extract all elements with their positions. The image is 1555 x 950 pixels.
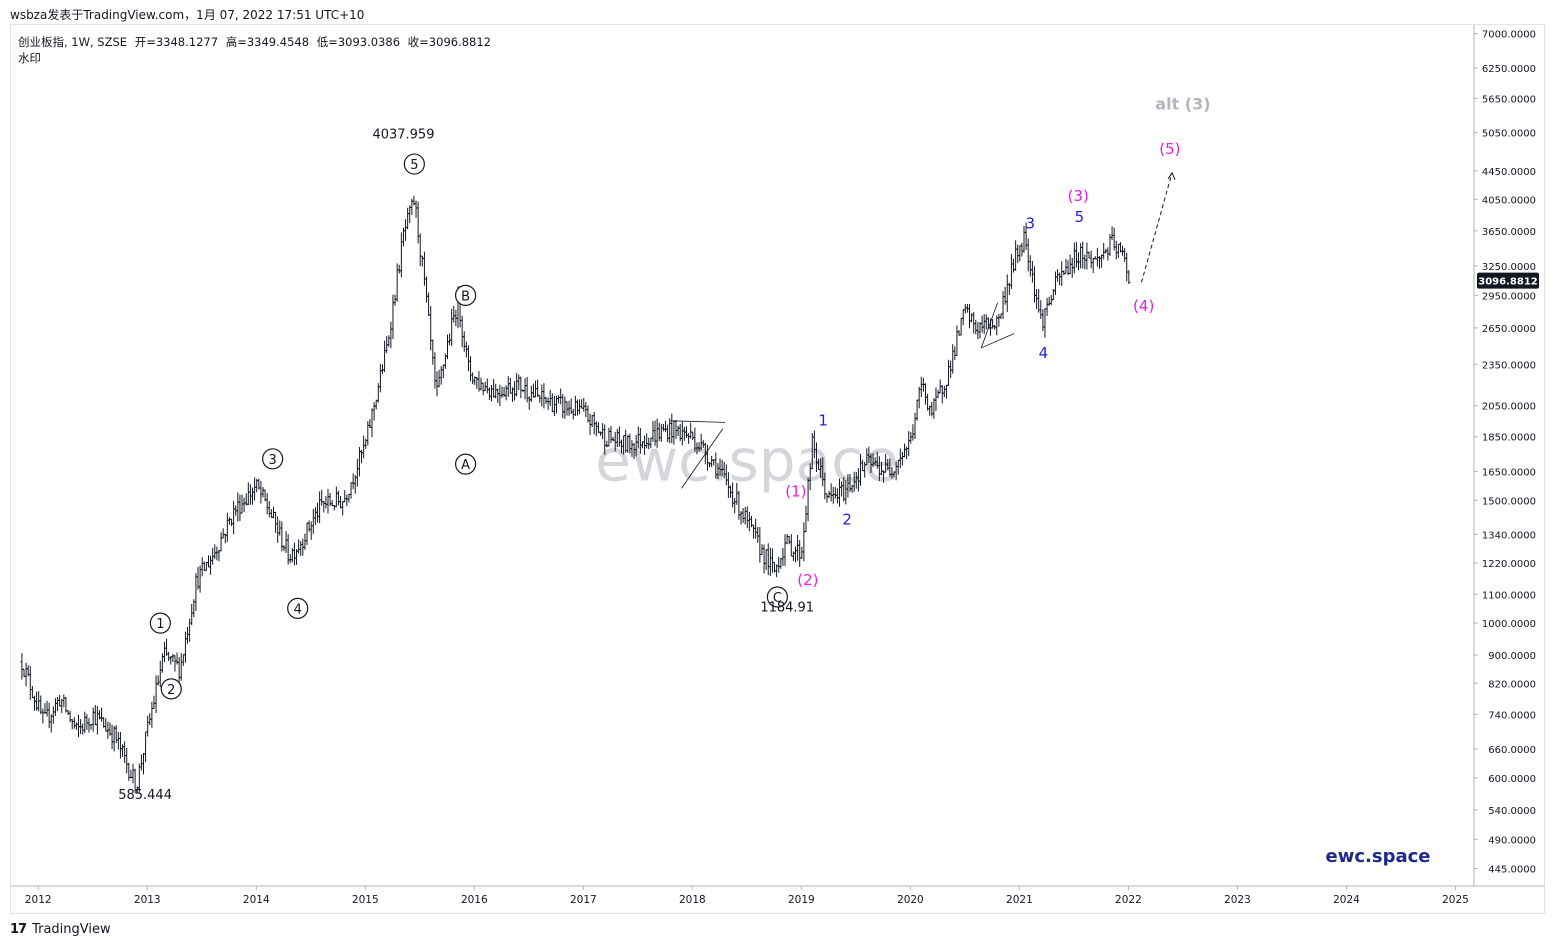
intermediate-wave-4: (5) xyxy=(1159,140,1180,158)
close-value: 收=3096.8812 xyxy=(407,35,491,49)
wave-circle-C xyxy=(766,586,788,608)
footer-brand[interactable]: TradingView xyxy=(32,922,111,937)
wave-label-4: 4 xyxy=(294,602,302,617)
intermediate-wave-1: (2) xyxy=(797,571,818,589)
minor-wave-2: 2 xyxy=(842,510,852,528)
footer: 17 TradingView xyxy=(10,922,111,937)
time-axis: 2012 2013 2014 2015 2016 2017 2018 2019 2020 2021… xyxy=(11,885,1545,906)
symbol-legend: 创业板指, 1W, SZSE 开=3348.1277 高=3349.4548 低… xyxy=(18,34,495,66)
time-tick-label: 2021 xyxy=(1006,894,1033,906)
price-tick-label: 2350.0000 xyxy=(1482,360,1536,371)
trendline xyxy=(981,333,1015,349)
price-tick-label: 4450.0000 xyxy=(1482,167,1536,178)
trendline xyxy=(980,302,998,349)
projection-arrow xyxy=(1141,172,1173,283)
price-tick-label: 1650.0000 xyxy=(1482,467,1536,478)
minor-wave-5: 5 xyxy=(1075,208,1085,226)
wave-label-A: A xyxy=(461,458,470,473)
high-price-label: 4037.959 xyxy=(372,128,434,143)
price-tick-label: 1500.0000 xyxy=(1482,496,1536,507)
price-tick-label: 740.0000 xyxy=(1488,710,1536,721)
price-tick-label: 900.0000 xyxy=(1488,651,1536,662)
wave-label-3: 3 xyxy=(268,453,276,468)
price-tick-label: 820.0000 xyxy=(1488,679,1536,690)
symbol-info[interactable]: 创业板指, 1W, SZSE xyxy=(18,35,128,49)
price-tick-label: 1000.0000 xyxy=(1482,619,1536,630)
low-value: 低=3093.0386 xyxy=(316,35,401,49)
high-value: 高=3349.4548 xyxy=(225,35,310,49)
publisher-line: wsbza发表于TradingView.com，1月 07, 2022 17:5… xyxy=(10,8,365,22)
price-tick-label: 4050.0000 xyxy=(1482,195,1536,206)
alt-wave-label: alt (3) xyxy=(1155,94,1210,113)
price-tick-label: 5050.0000 xyxy=(1482,128,1536,139)
price-tick-label: 3650.0000 xyxy=(1482,227,1536,238)
time-tick-label: 2015 xyxy=(352,894,379,906)
price-axis: 7000.0000 6250.0000 5650.0000 5050.0000 4450… xyxy=(1473,25,1539,887)
wave-label-1: 1 xyxy=(156,617,164,632)
low-price-label: 585.444 xyxy=(118,788,172,803)
trendline xyxy=(670,420,726,423)
chart-frame[interactable] xyxy=(10,24,1545,914)
price-tick-label: 540.0000 xyxy=(1488,806,1536,817)
wave-circle-1 xyxy=(149,612,171,634)
wave-circle-2 xyxy=(160,678,182,700)
wave-circle-A xyxy=(454,453,477,475)
price-tick-label: 1850.0000 xyxy=(1482,433,1536,444)
price-tick-label: 1220.0000 xyxy=(1482,559,1536,570)
wave-circle-3 xyxy=(262,448,284,470)
price-tick-label: 1100.0000 xyxy=(1482,590,1536,601)
price-bars xyxy=(20,195,1131,794)
wave-label-5: 5 xyxy=(410,158,418,173)
watermark-indicator[interactable]: 水印 xyxy=(18,51,41,65)
time-tick-label: 2022 xyxy=(1115,894,1142,906)
wave-label-2: 2 xyxy=(167,683,175,698)
intermediate-wave-3: (4) xyxy=(1133,297,1154,315)
wave-circle-B xyxy=(454,284,477,306)
price-tick-label: 3250.0000 xyxy=(1482,262,1536,273)
trendline xyxy=(681,428,724,489)
price-tick-label: 2650.0000 xyxy=(1482,324,1536,335)
time-tick-label: 2018 xyxy=(679,894,706,906)
last-price-label: 3096.8812 xyxy=(1478,277,1538,288)
price-tick-label: 6250.0000 xyxy=(1482,64,1536,75)
tradingview-logo-icon[interactable]: 17 xyxy=(10,922,27,937)
time-tick-label: 2020 xyxy=(897,894,924,906)
projection-arrow-head xyxy=(1167,171,1176,181)
time-tick-label: 2023 xyxy=(1224,894,1251,906)
price-tick-label: 2950.0000 xyxy=(1482,291,1536,302)
time-tick-label: 2013 xyxy=(134,894,161,906)
time-tick-label: 2024 xyxy=(1333,894,1360,906)
minor-wave-3: 3 xyxy=(1026,214,1036,232)
time-tick-label: 2012 xyxy=(25,894,52,906)
price-tick-label: 5650.0000 xyxy=(1482,94,1536,105)
minor-wave-4: 4 xyxy=(1039,344,1049,362)
price-tick-label: 1340.0000 xyxy=(1482,530,1536,541)
low2-price-label: 1184.91 xyxy=(760,600,814,615)
price-tick-label: 7000.0000 xyxy=(1482,30,1536,41)
wave-annotations: 1 2 3 4 5 A B C 585.444 4037.959 1184.91 1 2 3 4 5 (1) (2… xyxy=(118,94,1430,867)
price-tick-label: 2050.0000 xyxy=(1482,402,1536,413)
last-price-tag xyxy=(1477,272,1539,289)
time-tick-label: 2017 xyxy=(570,894,597,906)
intermediate-wave-2: (3) xyxy=(1068,187,1089,205)
price-tick-label: 490.0000 xyxy=(1488,835,1536,846)
minor-wave-1: 1 xyxy=(818,411,828,429)
wave-label-C: C xyxy=(773,591,782,606)
time-tick-label: 2019 xyxy=(788,894,815,906)
wave-circle-4 xyxy=(287,597,309,619)
time-tick-label: 2025 xyxy=(1442,894,1469,906)
price-tick-label: 445.0000 xyxy=(1488,864,1536,875)
price-tick-label: 660.0000 xyxy=(1488,745,1536,756)
open-value: 开=3348.1277 xyxy=(134,35,219,49)
time-tick-label: 2016 xyxy=(461,894,488,906)
intermediate-wave-0: (1) xyxy=(785,482,806,500)
wave-circle-5 xyxy=(403,153,425,175)
price-tick-label: 600.0000 xyxy=(1488,774,1536,785)
brand-mark: ewc.space xyxy=(1326,846,1431,867)
time-tick-label: 2014 xyxy=(243,894,270,906)
wave-label-B: B xyxy=(461,289,470,304)
